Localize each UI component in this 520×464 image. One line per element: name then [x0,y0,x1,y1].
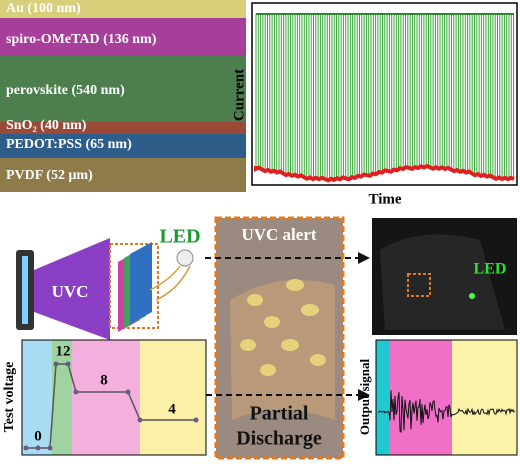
arrow-head [358,389,370,401]
layer-pedot [0,134,246,158]
layer-spiro [0,18,246,56]
layer-au [0,0,246,18]
led-bulb [176,249,194,267]
layer-label: Au (100 nm) [6,1,81,16]
uv-beam [34,238,110,340]
led-label: LED [474,261,507,278]
zone [390,340,452,455]
sensor-dot [240,339,256,351]
current-baseline [254,163,515,183]
output-plot [375,339,518,456]
arm-silhouette [380,234,505,330]
sensor-dot [310,354,326,366]
layer-label: PEDOT:PSS (65 nm) [6,137,132,152]
led-label: LED [159,226,200,248]
uvc-label: UVC [52,282,89,301]
layer-perovskite [0,56,246,122]
layer-label: PVDF (52 μm) [6,168,93,183]
layer-label: spiro-OMeTAD (136 nm) [6,32,157,47]
sensor-dot [286,279,304,291]
led-photo: LED [372,218,517,335]
point [125,389,131,395]
current-trace [255,14,515,178]
point [193,417,199,423]
zone [22,340,52,455]
layer-sno2 [0,122,246,134]
device-box [407,273,431,297]
photo-frame [214,216,345,460]
lamp-glow [22,256,28,324]
sensor-dot [260,364,276,376]
level-label: 0 [34,428,42,444]
device-layer [130,242,152,324]
zone [376,340,390,455]
layer-label: SnO₂ (40 nm) [6,118,87,133]
plot-frame [375,339,518,456]
x-axis-label: Time [368,191,401,207]
point [137,417,143,423]
wire [149,265,191,301]
schematic: UVC LED [16,226,201,340]
output-trace [377,390,516,434]
layer-pvdf [0,158,246,192]
point [53,361,59,367]
zone [452,340,517,455]
photo: UVC alert Partial Discharge [214,216,345,460]
y-axis-label: Current [231,69,247,121]
plot-frame [21,339,207,456]
led-glow [469,293,475,299]
point [65,361,71,367]
layer-label: perovskite (540 nm) [6,83,125,98]
sensor-dot [247,294,263,306]
photo-bottom-label: Discharge [236,428,322,450]
voltage-plot: 0 12 8 4 Test voltage [2,339,207,456]
zone [140,340,206,455]
photo-bottom-label: Partial [250,403,309,425]
point [73,389,79,395]
point [23,445,29,451]
level-label: 12 [56,343,71,359]
voltage-trace [26,363,196,449]
point [35,445,41,451]
sensor-dot [281,339,299,351]
sensor-dot [264,316,280,328]
y-axis-label: Test voltage [2,362,17,433]
arrow-head [358,252,370,264]
zone [72,340,140,455]
y-axis-label: Output signal [357,359,372,436]
current-plot [251,2,518,186]
photo-top-label: UVC alert [241,225,316,244]
level-label: 4 [168,401,176,417]
sensor-dot [301,304,319,316]
level-label: 8 [100,372,108,388]
point [47,445,53,451]
zone [52,340,72,455]
cross-section: Au (100 nm) spiro-OMeTAD (136 nm) perovs… [0,0,246,192]
